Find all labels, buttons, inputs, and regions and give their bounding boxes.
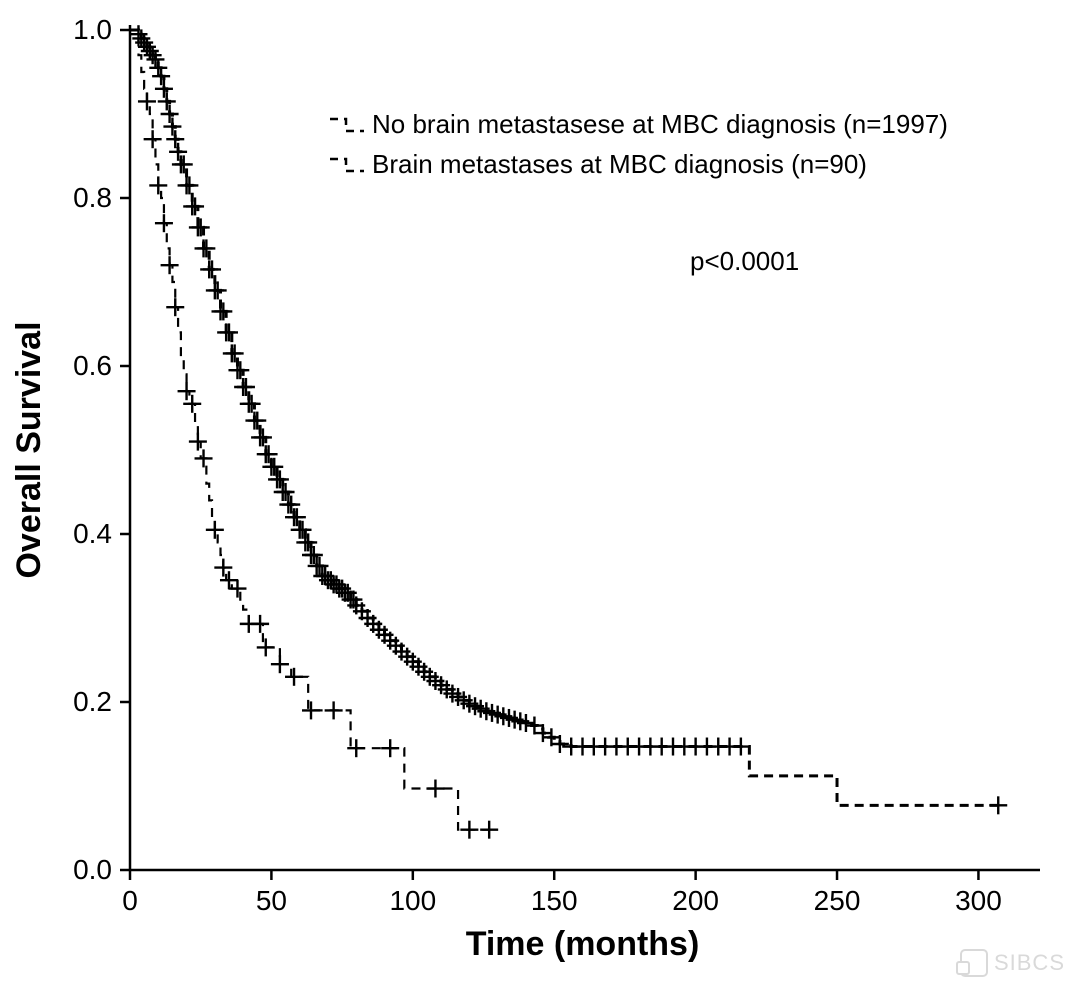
series-no_brain_metastases [130,30,998,805]
watermark-icon [960,949,988,977]
svg-text:300: 300 [955,885,1002,916]
svg-text:0.2: 0.2 [73,686,112,717]
legend-item-1: Brain metastases at MBC diagnosis (n=90) [372,149,867,179]
svg-text:100: 100 [389,885,436,916]
svg-text:0: 0 [122,885,138,916]
p-value: p<0.0001 [690,246,799,276]
svg-text:0.8: 0.8 [73,182,112,213]
watermark: SIBCS [960,949,1065,977]
watermark-text: SIBCS [994,950,1065,976]
svg-text:1.0: 1.0 [73,14,112,45]
svg-text:Time (months): Time (months) [466,925,700,963]
svg-text:0.4: 0.4 [73,518,112,549]
legend-item-0: No brain metastasese at MBC diagnosis (n… [372,109,948,139]
svg-text:200: 200 [672,885,719,916]
chart-svg: 0.0 0.2 0.4 0.6 0.8 1.0 0 50 100 150 200 250 300 Time… [0,0,1080,985]
svg-text:50: 50 [256,885,287,916]
svg-text:0.0: 0.0 [73,854,112,885]
survival-chart: 0.0 0.2 0.4 0.6 0.8 1.0 0 50 100 150 200 250 300 Time… [0,0,1080,985]
svg-text:Overall Survival: Overall Survival [10,321,48,578]
svg-text:250: 250 [814,885,861,916]
svg-text:150: 150 [531,885,578,916]
svg-text:0.6: 0.6 [73,350,112,381]
